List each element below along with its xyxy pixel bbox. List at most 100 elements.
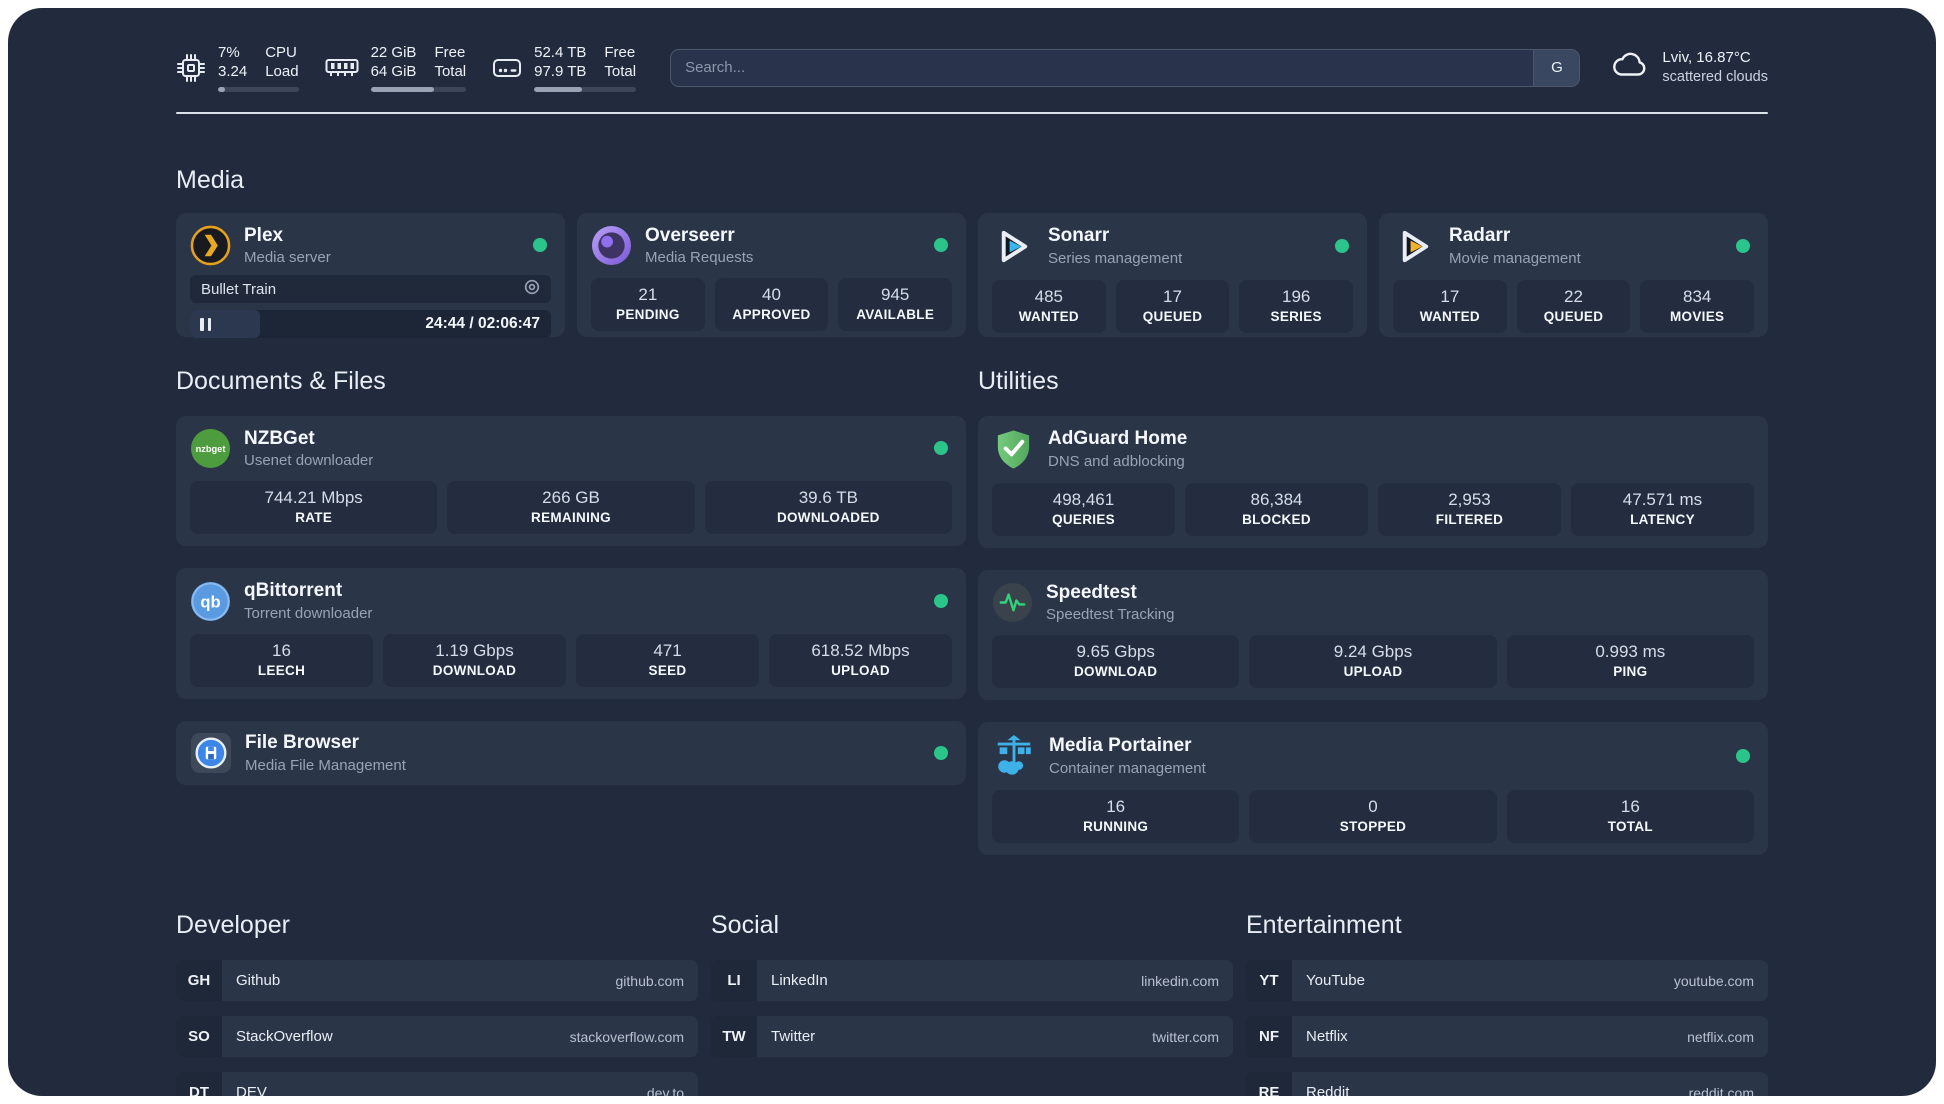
ram-total-label: Total xyxy=(434,62,467,80)
link-item[interactable]: GH Github github.com xyxy=(176,960,698,1002)
qbittorrent-card[interactable]: qb qBittorrent Torrent downloader 16 LEE… xyxy=(176,568,966,700)
speedtest-icon xyxy=(992,582,1033,623)
link-abbr: SO xyxy=(176,1016,222,1058)
stat-label: AVAILABLE xyxy=(856,307,935,323)
link-body: DEV dev.to xyxy=(222,1072,698,1096)
disk-total-label: Total xyxy=(604,62,637,80)
link-body: Reddit reddit.com xyxy=(1292,1072,1768,1096)
stat-tile: 9.24 Gbps UPLOAD xyxy=(1249,635,1497,689)
search-bar: G xyxy=(670,48,1581,87)
stat-tile: 21 PENDING xyxy=(591,278,705,332)
sonarr-card[interactable]: Sonarr Series management 485 WANTED 17 Q… xyxy=(978,212,1367,337)
nzbget-card[interactable]: nzbget NZBGet Usenet downloader 744.21 M… xyxy=(176,415,966,547)
stat-value: 17 xyxy=(1440,286,1460,306)
disk-icon xyxy=(492,55,522,81)
stat-tile: 266 GB REMAINING xyxy=(447,481,695,535)
stat-label: TOTAL xyxy=(1607,819,1653,835)
stat-value: 834 xyxy=(1682,286,1712,306)
link-item[interactable]: NF Netflix netflix.com xyxy=(1246,1016,1768,1058)
radarr-card[interactable]: Radarr Movie management 17 WANTED 22 QUE… xyxy=(1379,212,1768,337)
stat-tile: 744.21 Mbps RATE xyxy=(190,481,438,535)
link-abbr: NF xyxy=(1246,1016,1292,1058)
app-name: File Browser xyxy=(245,732,360,754)
stat-label: MOVIES xyxy=(1670,308,1725,324)
stat-label: PING xyxy=(1613,664,1648,680)
header: 7% 3.24 CPU Load xyxy=(176,8,1768,92)
stat-label: UPLOAD xyxy=(1343,664,1403,680)
stat-value: 266 GB xyxy=(542,488,600,508)
stat-tile: 86,384 BLOCKED xyxy=(1185,482,1368,536)
stat-label: WANTED xyxy=(1419,308,1480,324)
disk-free-label: Free xyxy=(604,44,636,61)
link-item[interactable]: SO StackOverflow stackoverflow.com xyxy=(176,1016,698,1058)
link-url: netflix.com xyxy=(1687,1028,1754,1045)
stat-label: SEED xyxy=(648,663,687,679)
stat-tile: 22 QUEUED xyxy=(1516,279,1631,333)
overseerr-card[interactable]: Overseerr Media Requests 21 PENDING 40 A… xyxy=(577,212,966,337)
stat-label: QUEUED xyxy=(1543,308,1604,324)
stat-tile: 16 TOTAL xyxy=(1506,790,1754,844)
speedtest-card[interactable]: Speedtest Speedtest Tracking 9.65 Gbps D… xyxy=(978,569,1768,701)
stat-tile: 17 WANTED xyxy=(1393,279,1507,333)
system-stats: 7% 3.24 CPU Load xyxy=(176,44,637,92)
stat-label: LEECH xyxy=(257,663,306,679)
link-name: Github xyxy=(236,972,281,990)
stat-tile: 618.52 Mbps UPLOAD xyxy=(769,634,952,688)
search-input[interactable] xyxy=(671,49,1534,86)
status-dot xyxy=(934,441,948,456)
section-title-utilities: Utilities xyxy=(978,366,1059,395)
link-body: StackOverflow stackoverflow.com xyxy=(222,1016,698,1058)
now-playing-bar: Bullet Train xyxy=(190,275,551,304)
stat-tile: 0 STOPPED xyxy=(1249,790,1497,844)
stat-label: STOPPED xyxy=(1339,819,1407,835)
entertainment-links: Entertainment YT YouTube youtube.com NF … xyxy=(1246,911,1768,1096)
stat-value: 744.21 Mbps xyxy=(264,488,363,508)
stat-tile: 9.65 Gbps DOWNLOAD xyxy=(992,635,1240,689)
playback-progressbar[interactable]: 24:44 / 02:06:47 xyxy=(190,310,551,339)
documents-column: Documents & Files nzbget NZBGet Usenet d… xyxy=(176,337,966,786)
status-dot xyxy=(934,594,948,609)
link-item[interactable]: LI LinkedIn linkedin.com xyxy=(711,960,1233,1002)
app-description: DNS and adblocking xyxy=(1048,452,1185,470)
plex-card[interactable]: Plex Media server Bullet Train 24:44 xyxy=(176,212,565,339)
stat-value: 485 xyxy=(1034,286,1064,306)
disk-progressbar xyxy=(534,86,637,92)
link-abbr: GH xyxy=(176,960,222,1002)
stat-value: 196 xyxy=(1281,286,1311,306)
stat-label: RATE xyxy=(295,510,333,526)
nzbget-icon: nzbget xyxy=(190,428,231,469)
stat-value: 945 xyxy=(880,285,910,305)
weather-location: Lviv, 16.87°C xyxy=(1662,48,1751,66)
status-dot xyxy=(934,238,948,253)
pause-icon[interactable] xyxy=(200,317,211,331)
app-description: Series management xyxy=(1048,249,1183,267)
stat-label: DOWNLOAD xyxy=(432,663,517,679)
link-item[interactable]: YT YouTube youtube.com xyxy=(1246,960,1768,1002)
adguard-card[interactable]: AdGuard Home DNS and adblocking 498,461 … xyxy=(978,415,1768,548)
section-title-entertainment: Entertainment xyxy=(1246,911,1402,940)
filebrowser-card[interactable]: File Browser Media File Management xyxy=(176,721,966,786)
cpu-load: 3.24 xyxy=(218,62,248,80)
link-item[interactable]: TW Twitter twitter.com xyxy=(711,1016,1233,1058)
stat-tile: 485 WANTED xyxy=(992,279,1106,333)
stat-tile: 471 SEED xyxy=(576,634,759,688)
link-item[interactable]: DT DEV dev.to xyxy=(176,1072,698,1096)
ram-progressbar xyxy=(370,86,467,92)
app-name: Speedtest xyxy=(1046,581,1137,603)
now-playing-title: Bullet Train xyxy=(201,280,277,298)
link-item[interactable]: RE Reddit reddit.com xyxy=(1246,1072,1768,1096)
stat-label: APPROVED xyxy=(732,307,811,323)
link-body: YouTube youtube.com xyxy=(1292,960,1768,1002)
stat-tile: 1.19 Gbps DOWNLOAD xyxy=(383,634,566,688)
search-engine-button[interactable]: G xyxy=(1533,49,1580,86)
filebrowser-icon xyxy=(190,732,232,774)
portainer-card[interactable]: Media Portainer Container management 16 … xyxy=(978,722,1768,856)
stat-label: WANTED xyxy=(1018,308,1079,324)
status-dot xyxy=(934,746,948,761)
app-description: Media server xyxy=(244,249,331,267)
stat-tile: 0.993 ms PING xyxy=(1506,635,1754,689)
stat-tile: 40 APPROVED xyxy=(714,278,829,332)
section-title-social: Social xyxy=(711,911,780,940)
disk-free: 52.4 TB xyxy=(534,44,587,61)
app-name: Sonarr xyxy=(1048,225,1110,247)
